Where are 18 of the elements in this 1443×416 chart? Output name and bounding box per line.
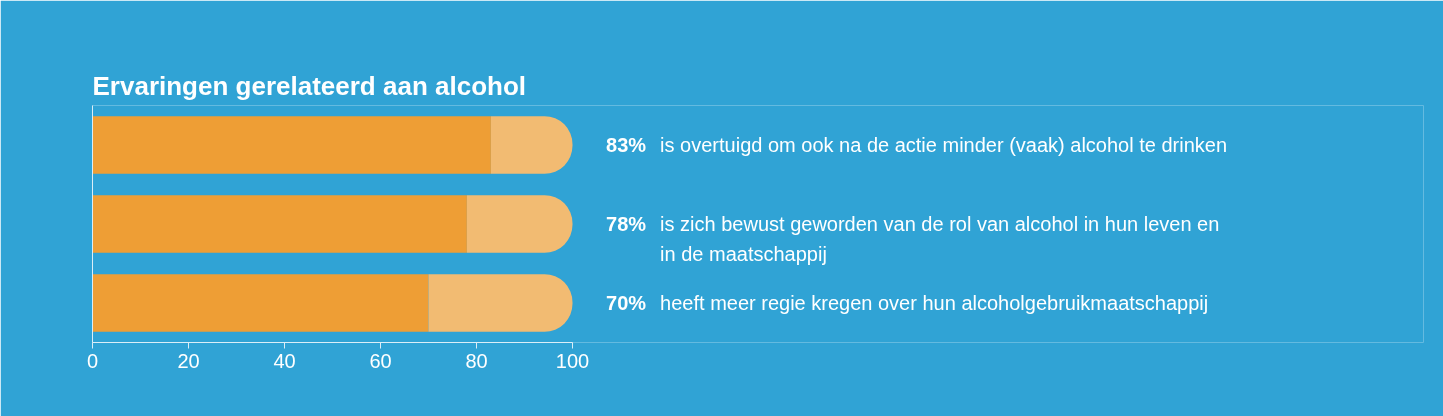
x-tick-label: 20 bbox=[177, 349, 200, 372]
x-tick-label: 60 bbox=[369, 349, 392, 372]
y-tick-label: heeft meer regie kregen over hun alcoholgebruikmaatschappij bbox=[660, 292, 1209, 314]
x-tick-label: 0 bbox=[86, 349, 99, 372]
x-tick-label: 80 bbox=[465, 349, 488, 372]
bar bbox=[466, 195, 573, 253]
x-tick-label: 100 bbox=[555, 349, 590, 372]
bar bbox=[92, 274, 429, 332]
bar bbox=[92, 195, 467, 253]
chart-title: Ervaringen gerelateerd aan alcohol bbox=[92, 70, 526, 101]
x-tick-label: 40 bbox=[273, 349, 296, 372]
y-tick-label: is zich bewust geworden van de rol van alcohol in hun leven en in de maatschappij bbox=[660, 213, 1220, 265]
bar bbox=[428, 274, 573, 332]
data-label: 83% bbox=[606, 134, 647, 156]
data-label: 78% bbox=[606, 213, 647, 235]
data-label: 70% bbox=[606, 292, 647, 314]
bar bbox=[92, 116, 491, 174]
y-tick-label: is overtuigd om ook na de actie minder (vaak) alcohol te drinken bbox=[660, 134, 1228, 156]
